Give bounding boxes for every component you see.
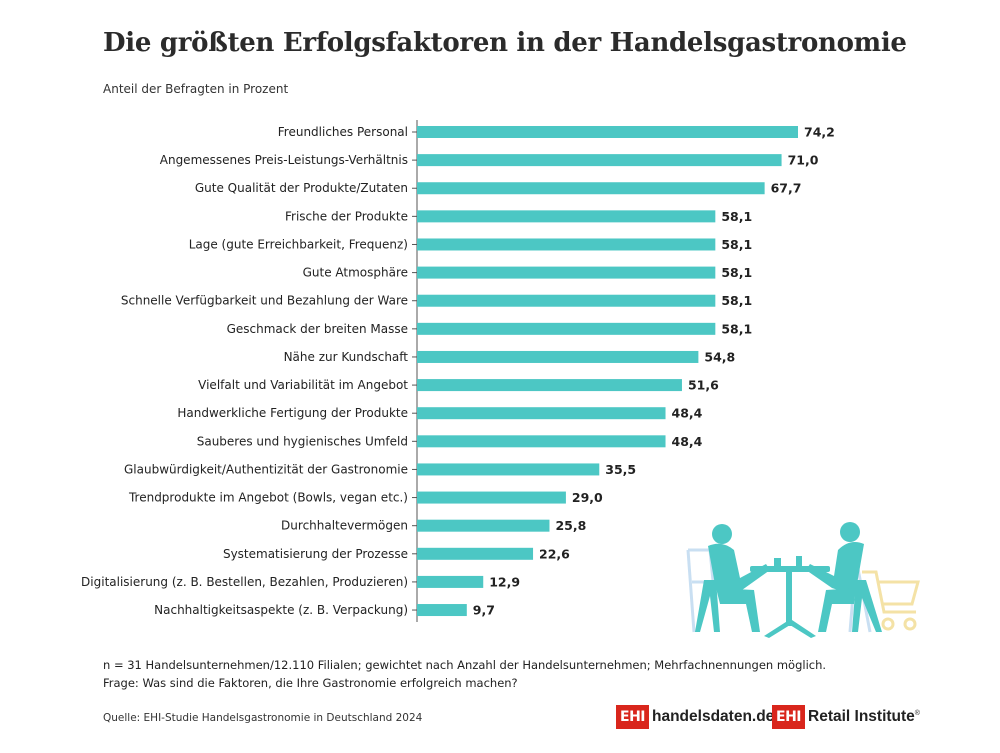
bar [417, 182, 765, 195]
bar [417, 294, 716, 307]
bar [417, 604, 467, 617]
bar [417, 575, 484, 588]
value-label: 58,1 [721, 321, 752, 336]
category-label: Nachhaltigkeitsaspekte (z. B. Verpackung… [154, 603, 408, 617]
bar [417, 266, 716, 279]
category-label: Nähe zur Kundschaft [284, 350, 409, 364]
category-label: Frische der Produkte [285, 209, 408, 223]
value-label: 58,1 [721, 265, 752, 280]
value-label: 12,9 [489, 574, 520, 589]
category-label: Sauberes und hygienisches Umfeld [197, 434, 408, 448]
bar [417, 435, 666, 448]
people-at-cafe-table-icon [686, 522, 920, 638]
bar [417, 463, 600, 476]
category-label: Freundliches Personal [278, 125, 408, 139]
value-label: 35,5 [605, 462, 636, 477]
handelsdaten-label: handelsdaten.de [652, 708, 775, 725]
category-label: Vielfalt und Variabilität im Angebot [198, 378, 408, 392]
bar [417, 379, 682, 392]
value-label: 71,0 [788, 153, 819, 168]
sample-note: n = 31 Handelsunternehmen/12.110 Filiale… [103, 658, 827, 672]
value-label: 48,4 [672, 434, 703, 449]
value-label: 58,1 [721, 293, 752, 308]
category-label: Durchhaltevermögen [281, 519, 408, 533]
value-label: 29,0 [572, 490, 603, 505]
bar [417, 407, 666, 420]
bar [417, 126, 798, 138]
ehi-retail-institute-logo: EHI Retail Institute® [772, 703, 920, 731]
bar [417, 519, 550, 532]
category-label: Gute Atmosphäre [303, 266, 408, 280]
bar [417, 547, 534, 560]
value-label: 67,7 [771, 181, 802, 196]
bar [417, 491, 566, 504]
category-label: Schnelle Verfügbarkeit und Bezahlung der… [121, 294, 408, 308]
category-label: Angemessenes Preis-Leistungs-Verhältnis [160, 153, 408, 167]
bar [417, 322, 716, 335]
value-label: 9,7 [473, 603, 495, 618]
category-label: Trendprodukte im Angebot (Bowls, vegan e… [128, 491, 408, 505]
chart-title: Die größten Erfolgsfaktoren in der Hande… [103, 28, 907, 58]
category-label: Lage (gute Erreichbarkeit, Frequenz) [189, 237, 408, 251]
question-note: Frage: Was sind die Faktoren, die Ihre G… [103, 676, 518, 690]
category-label: Digitalisierung (z. B. Bestellen, Bezahl… [81, 575, 408, 589]
bar [417, 238, 716, 251]
value-label: 58,1 [721, 209, 752, 224]
chart-subtitle: Anteil der Befragten in Prozent [103, 82, 289, 96]
value-label: 74,2 [804, 125, 835, 140]
source-note: Quelle: EHI-Studie Handelsgastronomie in… [103, 712, 423, 724]
bar-chart: Freundliches Personal 74,2 Angemessenes Pr… [81, 120, 835, 623]
ehi-logo-box: EHI [616, 705, 649, 729]
retail-institute-label: Retail Institute® [808, 708, 920, 725]
category-label: Handwerkliche Fertigung der Produkte [177, 406, 408, 420]
bar [417, 350, 699, 363]
handelsdaten-logo: EHI handelsdaten.de [616, 703, 774, 731]
category-label: Glaubwürdigkeit/Authentizität der Gastro… [124, 462, 408, 476]
bar [417, 210, 716, 223]
value-label: 22,6 [539, 546, 570, 561]
category-label: Systematisierung der Prozesse [223, 547, 408, 561]
bar [417, 154, 782, 167]
value-label: 48,4 [672, 406, 703, 421]
value-label: 58,1 [721, 237, 752, 252]
value-label: 54,8 [704, 349, 735, 364]
category-label: Gute Qualität der Produkte/Zutaten [195, 181, 408, 195]
value-label: 51,6 [688, 378, 719, 393]
category-label: Geschmack der breiten Masse [227, 322, 408, 336]
ehi-logo-box-2: EHI [772, 705, 805, 729]
value-label: 25,8 [555, 518, 586, 533]
